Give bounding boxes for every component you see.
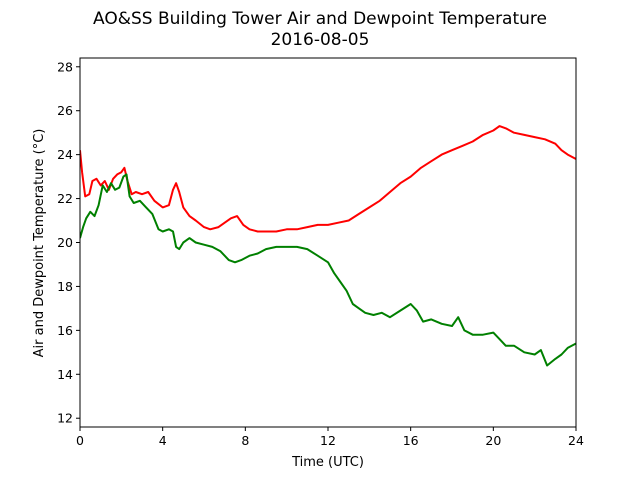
y-tick-label: 24 [57,147,73,162]
y-tick-label: 12 [57,411,73,426]
y-axis-label: Air and Dewpoint Temperature (°C) [32,129,47,358]
x-tick-label: 24 [568,433,584,448]
plot-area [80,58,576,427]
chart-title: AO&SS Building Tower Air and Dewpoint Te… [93,9,547,29]
x-tick-label: 8 [241,433,249,448]
y-tick-label: 28 [57,59,73,74]
plot-background [80,58,576,427]
y-tick-label: 22 [57,191,73,206]
x-tick-label: 12 [320,433,336,448]
x-tick-label: 0 [76,433,84,448]
y-tick-label: 26 [57,103,73,118]
series-line-1 [80,125,576,233]
y-tick-label: 16 [57,323,73,338]
series-line-2 [80,173,576,367]
x-tick-label: 16 [403,433,419,448]
y-tick-label: 20 [57,235,73,250]
y-tick-label: 18 [57,279,73,294]
y-tick-label: 14 [57,367,73,382]
chart-subtitle: 2016-08-05 [271,30,370,50]
x-tick-label: 4 [159,433,167,448]
tick-layer: 0 4 8 12 16 20 24 12 14 16 18 20 22 24 26 28 [57,57,584,448]
series-layer [80,125,576,367]
x-axis-label: Time (UTC) [291,455,364,470]
x-tick-label: 20 [485,433,501,448]
